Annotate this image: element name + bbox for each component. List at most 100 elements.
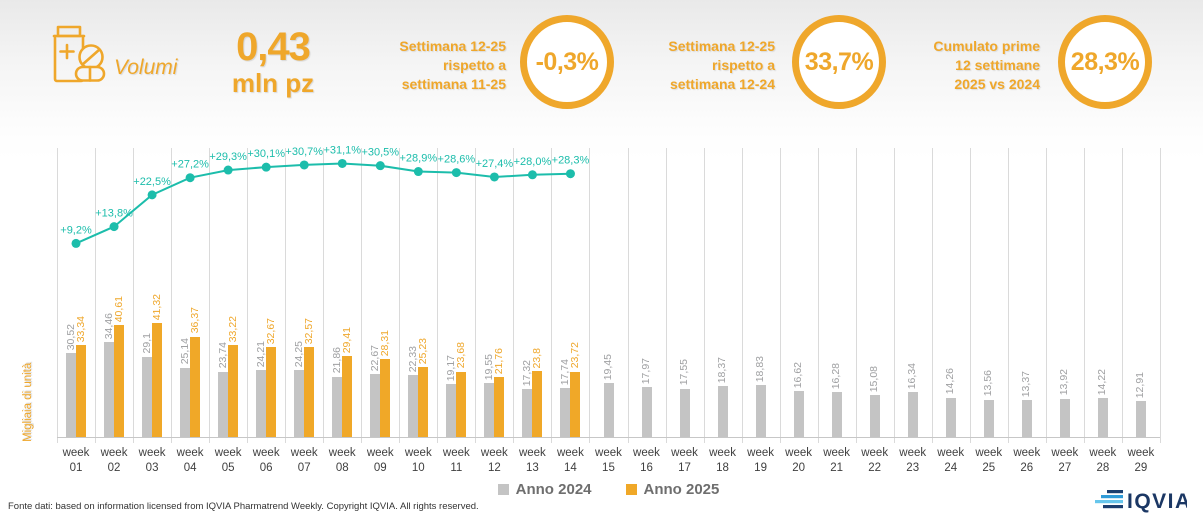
trend-label: +30,7% bbox=[285, 146, 323, 158]
grid-line bbox=[855, 148, 857, 443]
grid-line bbox=[1007, 148, 1009, 443]
bar-label-2024: 14,22 bbox=[1096, 368, 1109, 395]
grid-line bbox=[285, 148, 287, 443]
grid-line bbox=[893, 148, 895, 443]
trend-label: +28,6% bbox=[438, 154, 476, 166]
bar-2024 bbox=[408, 375, 419, 437]
x-axis-label: week 07 bbox=[290, 447, 318, 474]
bar-2025 bbox=[190, 336, 201, 437]
x-axis-label: week 28 bbox=[1089, 447, 1117, 474]
bar-2024 bbox=[755, 385, 766, 437]
grid-line bbox=[779, 148, 781, 443]
bar-2024 bbox=[983, 399, 994, 437]
grid-line bbox=[1160, 148, 1161, 443]
kpi-value-3: 28,3% bbox=[1070, 47, 1140, 76]
trend-point bbox=[223, 165, 233, 175]
bar-2024 bbox=[104, 341, 115, 437]
bar-label-2025: 23,68 bbox=[454, 342, 467, 369]
x-axis-labels: week 01 week 02 week 03 week 04 week 05 week 06 week… bbox=[57, 446, 1160, 476]
x-axis-label: week 26 bbox=[1013, 447, 1041, 474]
bar-label-2025: 33,34 bbox=[74, 315, 87, 342]
legend-item-2024: Anno 2024 bbox=[497, 481, 592, 498]
grid-line bbox=[665, 148, 667, 443]
x-axis-label: week 29 bbox=[1127, 447, 1155, 474]
bar-2024 bbox=[446, 384, 457, 437]
bar-label-2024: 16,28 bbox=[830, 362, 843, 390]
trend-point bbox=[489, 172, 499, 182]
x-axis-label: week 11 bbox=[442, 447, 470, 474]
trend-label: +29,3% bbox=[209, 151, 247, 163]
bar-2024 bbox=[294, 370, 305, 437]
grid-line bbox=[551, 148, 553, 443]
bar-2025 bbox=[76, 345, 87, 437]
trend-label: +31,1% bbox=[323, 145, 361, 156]
x-axis-label: week 04 bbox=[176, 447, 204, 474]
bar-2024 bbox=[717, 386, 728, 437]
trend-point bbox=[109, 222, 119, 232]
grid-line bbox=[627, 148, 629, 443]
x-axis-label: week 18 bbox=[709, 447, 736, 474]
trend-label: +28,3% bbox=[552, 155, 590, 167]
svg-text:IQVIA: IQVIA bbox=[1127, 490, 1187, 513]
kpi-value-2: 33,7% bbox=[804, 47, 874, 76]
x-axis-label: week 17 bbox=[671, 447, 698, 474]
bar-label-2025: 21,76 bbox=[492, 347, 505, 374]
bar-2024 bbox=[180, 367, 191, 437]
bar-2024 bbox=[679, 388, 690, 437]
bar-2024 bbox=[1135, 401, 1146, 437]
x-axis-label: week 03 bbox=[138, 447, 166, 474]
bar-2025 bbox=[304, 347, 315, 437]
grid-line bbox=[1083, 148, 1085, 443]
bar-label-2024: 13,37 bbox=[1020, 370, 1033, 398]
bar-2024 bbox=[332, 376, 343, 437]
trend-point bbox=[299, 160, 309, 170]
kpi-value-1: -0,3% bbox=[535, 47, 599, 76]
kpi-label-2: Settimana 12-25 rispetto a settimana 12-… bbox=[668, 38, 775, 92]
metric-unit: mln pz bbox=[231, 68, 315, 98]
grid-line bbox=[931, 148, 933, 443]
trend-label: +30,1% bbox=[247, 148, 285, 160]
iqvia-logo: IQVIA bbox=[1095, 490, 1187, 513]
trend-label: +9,2% bbox=[60, 224, 92, 236]
grid-line bbox=[437, 148, 439, 443]
grid-line bbox=[171, 148, 173, 443]
bar-2024 bbox=[641, 387, 652, 437]
legend-label-2025: Anno 2025 bbox=[643, 481, 720, 498]
bar-label-2025: 32,57 bbox=[302, 317, 315, 345]
grid-line bbox=[399, 148, 401, 443]
medicine-volumes-icon bbox=[52, 25, 106, 83]
grid-line bbox=[1121, 148, 1123, 443]
bar-2025 bbox=[152, 323, 163, 437]
bar-2025 bbox=[456, 371, 467, 437]
grid-line bbox=[969, 148, 971, 443]
x-axis-label: week 19 bbox=[747, 447, 774, 474]
bar-label-2024: 16,62 bbox=[792, 361, 805, 389]
bar-2024 bbox=[1059, 398, 1070, 437]
legend: Anno 2024 Anno 2025 bbox=[57, 481, 1160, 498]
kpi-label-3: Cumulato prime 12 settimane 2025 vs 2024 bbox=[933, 38, 1040, 92]
bar-2025 bbox=[380, 358, 391, 437]
trend-point bbox=[413, 167, 423, 177]
trend-label: +22,5% bbox=[133, 176, 171, 188]
bar-2024 bbox=[831, 392, 842, 437]
x-axis-label: week 02 bbox=[100, 447, 128, 474]
trend-label: +28,9% bbox=[400, 153, 438, 165]
bar-2024 bbox=[869, 395, 880, 437]
x-axis-label: week 25 bbox=[975, 447, 1003, 474]
x-axis-label: week 08 bbox=[328, 447, 356, 474]
x-axis-label: week 13 bbox=[518, 447, 546, 474]
x-axis-label: week 24 bbox=[937, 447, 965, 474]
bar-2024 bbox=[484, 383, 495, 437]
grid-line bbox=[57, 148, 58, 443]
bar-label-2024: 13,56 bbox=[982, 370, 995, 397]
bar-2025 bbox=[570, 371, 581, 437]
x-axis-label: week 21 bbox=[823, 447, 851, 474]
bar-2025 bbox=[532, 371, 543, 437]
bar-label-2025: 40,61 bbox=[112, 295, 125, 322]
grid-line bbox=[133, 148, 135, 443]
x-axis-line bbox=[57, 437, 1160, 438]
bar-label-2024: 17,55 bbox=[678, 359, 691, 386]
legend-swatch-2025 bbox=[625, 484, 637, 495]
bar-label-2024: 17,97 bbox=[640, 358, 653, 385]
trend-label: +30,5% bbox=[361, 147, 399, 159]
